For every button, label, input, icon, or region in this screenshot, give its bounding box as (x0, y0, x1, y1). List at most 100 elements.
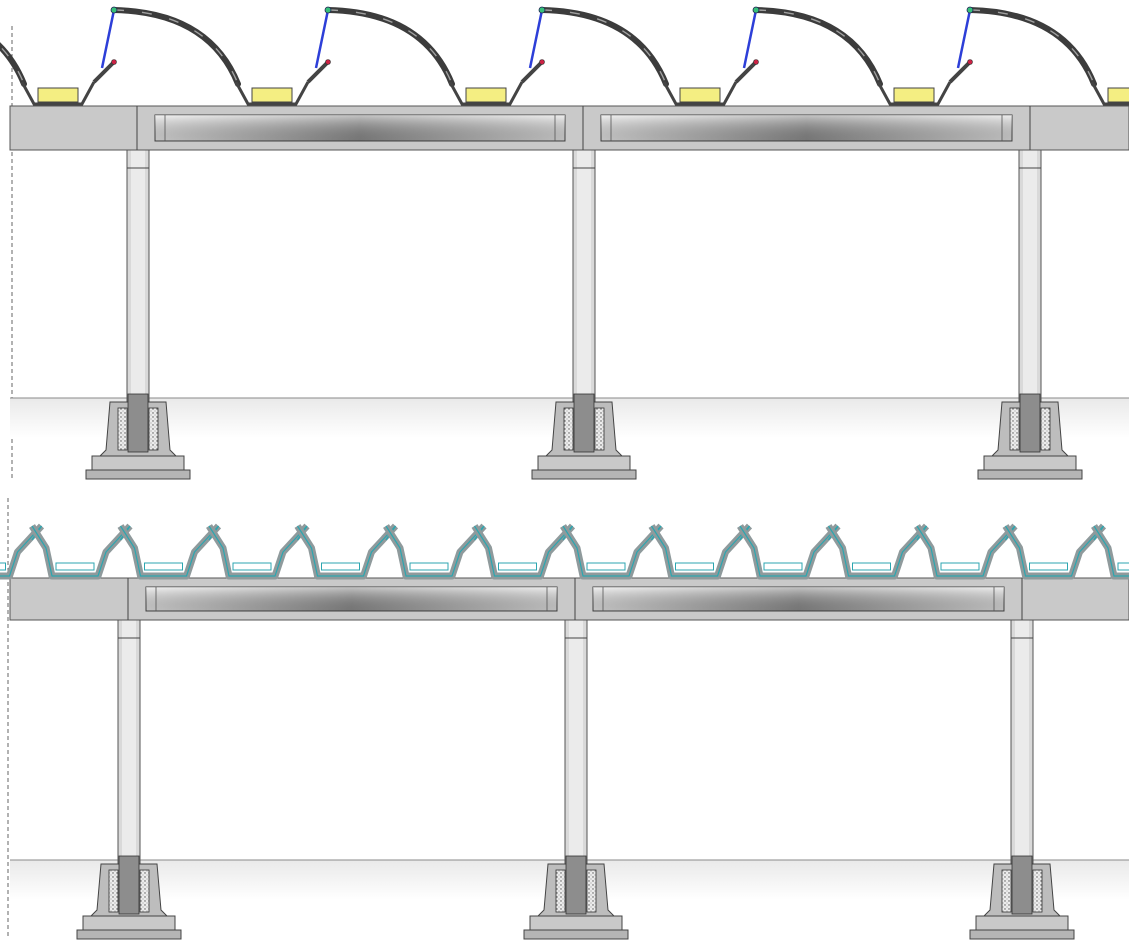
roof-arch-purlins (541, 9, 667, 85)
footing-base (983, 455, 1077, 471)
trough-slot (0, 562, 6, 571)
roof-node (324, 6, 332, 14)
roof-brace (956, 9, 972, 69)
anchor-left (117, 407, 128, 451)
roof-arch-purlins (755, 9, 881, 85)
footing-base (82, 915, 176, 931)
roof-trough-edge (385, 525, 485, 577)
anchor-left (555, 869, 566, 913)
roof-trough-edge (473, 525, 573, 577)
roof-node (110, 6, 118, 14)
strut-node (111, 59, 117, 65)
trough-slot (586, 562, 626, 571)
roof-trough-edge (296, 525, 396, 577)
roof-arch (967, 7, 1097, 87)
trough-slot (1029, 562, 1068, 571)
roof-trough-edge (119, 525, 219, 577)
trough-slot (232, 562, 272, 571)
gutter-glazing (679, 87, 721, 103)
gutter (662, 81, 738, 106)
column-highlight (131, 150, 145, 412)
anchor-right (1032, 869, 1043, 913)
strut-node (753, 59, 759, 65)
column-embed (1011, 855, 1033, 915)
gutter (448, 81, 524, 106)
trough-slot (675, 562, 714, 571)
footing-base (975, 915, 1069, 931)
trough-slot (55, 562, 95, 571)
roof-trough-edge (1004, 525, 1104, 577)
footing-base (529, 915, 623, 931)
anchor-left (563, 407, 574, 451)
gutter-glazing (37, 87, 79, 103)
gutter-strut (92, 60, 116, 84)
trough-slot (852, 562, 891, 571)
column-embed (573, 393, 595, 453)
roof-trough-edge (916, 525, 1016, 577)
roof-arch-purlins (969, 9, 1095, 85)
noop (272, 10, 328, 70)
noop (58, 10, 114, 70)
strut-node (325, 59, 331, 65)
gutter (876, 81, 952, 106)
roof-arch (753, 7, 883, 87)
anchor-left (1001, 869, 1012, 913)
roof-arch (0, 42, 27, 87)
anchor-right (586, 869, 597, 913)
column-highlight (122, 620, 136, 874)
roof-trough-edge (1093, 525, 1129, 577)
beam-panel-shade (601, 115, 1012, 141)
roof-arch (325, 7, 455, 87)
column-highlight (577, 150, 591, 412)
trough-slot (498, 562, 537, 571)
column-embed (1019, 393, 1041, 453)
roof-arch (539, 7, 669, 87)
footing-slab (531, 469, 637, 480)
gutter-glazing (251, 87, 293, 103)
footing-slab (76, 929, 182, 940)
column-highlight (569, 620, 583, 874)
gutter-strut (306, 60, 330, 84)
footing-slab (977, 469, 1083, 480)
trough-slot (1117, 562, 1129, 571)
trough-slot (321, 562, 360, 571)
upper-elevation (0, 6, 1129, 480)
roof-arch (111, 7, 241, 87)
trough-slot (763, 562, 803, 571)
roof-node (752, 6, 760, 14)
trough-slot (144, 562, 183, 571)
beam-panel-shade (155, 115, 565, 141)
gutter-glazing (1107, 87, 1129, 103)
roof-node (966, 6, 974, 14)
anchor-right (1040, 407, 1051, 451)
roof-trough-edge (562, 525, 662, 577)
gutter-strut (520, 60, 544, 84)
anchor-left (1009, 407, 1020, 451)
footing-base (537, 455, 631, 471)
roof-trough-edge (650, 525, 750, 577)
gutter (234, 81, 310, 106)
column-embed (565, 855, 587, 915)
roof-arch-purlins (113, 9, 239, 85)
gutter-glazing (465, 87, 507, 103)
noop (486, 10, 542, 70)
roof-trough-edge (827, 525, 927, 577)
gutter-glazing (893, 87, 935, 103)
gutter (20, 81, 96, 106)
roof-trough-edge (208, 525, 308, 577)
beam-panel-shade (146, 587, 557, 611)
roof-trough-edge (31, 525, 131, 577)
trough-slot (409, 562, 449, 571)
trough-slot (940, 562, 980, 571)
noop (700, 10, 756, 70)
footing-base (91, 455, 185, 471)
column-embed (118, 855, 140, 915)
strut-node (539, 59, 545, 65)
roof-brace (528, 9, 544, 69)
anchor-right (594, 407, 605, 451)
lower-elevation (0, 498, 1129, 940)
anchor-right (148, 407, 159, 451)
anchor-right (139, 869, 150, 913)
strut-node (967, 59, 973, 65)
anchor-left (108, 869, 119, 913)
